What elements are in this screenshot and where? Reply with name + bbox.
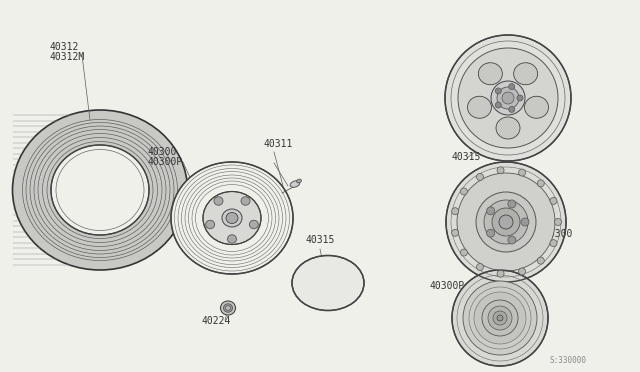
Circle shape — [499, 215, 513, 229]
Circle shape — [452, 270, 548, 366]
Circle shape — [508, 236, 516, 244]
Circle shape — [554, 218, 561, 225]
Text: 40315: 40315 — [305, 235, 334, 245]
Ellipse shape — [223, 304, 232, 312]
Circle shape — [458, 48, 558, 148]
Ellipse shape — [226, 212, 238, 224]
Circle shape — [476, 192, 536, 252]
Circle shape — [452, 208, 459, 215]
Ellipse shape — [171, 162, 293, 274]
Circle shape — [488, 306, 512, 330]
Circle shape — [493, 311, 507, 325]
Circle shape — [445, 35, 571, 161]
Ellipse shape — [250, 220, 259, 229]
Text: 40312M: 40312M — [50, 52, 85, 62]
Ellipse shape — [214, 197, 223, 205]
Circle shape — [502, 92, 514, 104]
Circle shape — [477, 263, 483, 270]
Ellipse shape — [227, 235, 237, 243]
Circle shape — [446, 162, 566, 282]
Text: 40224: 40224 — [202, 316, 232, 326]
Circle shape — [495, 102, 501, 108]
Circle shape — [509, 106, 515, 112]
Circle shape — [463, 281, 537, 355]
Ellipse shape — [13, 110, 188, 270]
Ellipse shape — [496, 117, 520, 139]
Circle shape — [518, 268, 525, 275]
Circle shape — [492, 208, 520, 236]
Text: 40300: 40300 — [148, 147, 177, 157]
Text: 40311: 40311 — [263, 139, 292, 149]
Circle shape — [460, 188, 467, 195]
Circle shape — [474, 292, 526, 344]
Text: 40300P: 40300P — [148, 157, 183, 167]
Circle shape — [538, 180, 544, 187]
Circle shape — [452, 229, 459, 236]
Circle shape — [495, 88, 501, 94]
Text: S:330000: S:330000 — [550, 356, 587, 365]
Ellipse shape — [525, 96, 548, 118]
Ellipse shape — [205, 220, 214, 229]
Ellipse shape — [51, 145, 149, 235]
Circle shape — [497, 167, 504, 174]
Circle shape — [517, 95, 523, 101]
Text: 40312: 40312 — [50, 42, 79, 52]
Ellipse shape — [478, 63, 502, 85]
Circle shape — [491, 81, 525, 115]
Circle shape — [477, 173, 483, 180]
Ellipse shape — [203, 192, 261, 244]
Circle shape — [538, 257, 544, 264]
Text: 40300: 40300 — [543, 229, 572, 239]
Circle shape — [518, 169, 525, 176]
Text: 40300P: 40300P — [430, 281, 465, 291]
Ellipse shape — [292, 256, 364, 311]
Ellipse shape — [514, 63, 538, 85]
Circle shape — [482, 300, 518, 336]
Ellipse shape — [241, 197, 250, 205]
Circle shape — [497, 315, 503, 321]
Circle shape — [550, 198, 557, 204]
Circle shape — [550, 240, 557, 247]
Ellipse shape — [221, 301, 236, 315]
Circle shape — [460, 249, 467, 256]
Circle shape — [521, 218, 529, 226]
Ellipse shape — [467, 96, 492, 118]
Circle shape — [508, 200, 516, 208]
Circle shape — [484, 200, 528, 244]
Circle shape — [457, 173, 555, 271]
Ellipse shape — [222, 209, 242, 227]
Text: 40315: 40315 — [451, 152, 481, 162]
Circle shape — [486, 207, 495, 215]
Circle shape — [497, 270, 504, 277]
Ellipse shape — [290, 181, 300, 187]
Ellipse shape — [296, 179, 301, 183]
Circle shape — [509, 84, 515, 90]
Circle shape — [497, 87, 519, 109]
Circle shape — [486, 229, 495, 237]
Ellipse shape — [225, 306, 230, 310]
